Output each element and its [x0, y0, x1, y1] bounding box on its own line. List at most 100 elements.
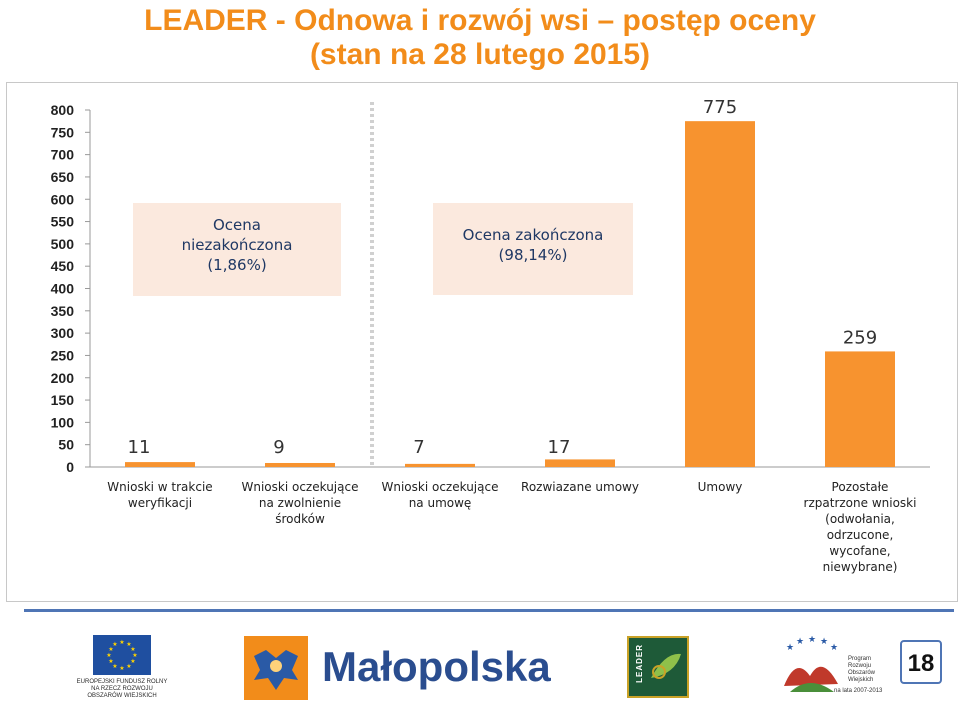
- x-tick-label-line: Wnioski w trakcie: [107, 480, 213, 494]
- eagle-emblem-icon: [254, 650, 298, 690]
- bar-2: [405, 463, 475, 467]
- y-tick-label: 800: [51, 102, 75, 118]
- x-tick-label-2: Wnioski oczekujące na umowę: [365, 479, 515, 511]
- y-tick-label: 50: [58, 437, 74, 453]
- prow-line3: Obszarów: [848, 670, 876, 676]
- x-tick-label-line: rzpatrzone wnioski: [803, 496, 917, 510]
- group-label-incomplete: Ocena niezakończona (1,86%): [133, 203, 341, 296]
- y-tick-label: 0: [66, 459, 74, 475]
- bar-5: [825, 351, 895, 467]
- x-tick-label-line: niewybrane): [822, 560, 898, 574]
- page-number: 18: [900, 640, 942, 684]
- svg-text:★: ★: [108, 646, 113, 653]
- data-label-2: 7: [413, 437, 424, 458]
- y-tick-label: 650: [51, 169, 75, 185]
- x-tick-label-line: (odwołania,: [825, 512, 895, 526]
- data-label-4: 775: [703, 97, 737, 118]
- group-label-complete: Ocena zakończona (98,14%): [433, 203, 633, 295]
- y-tick-label: 450: [51, 258, 75, 274]
- eu-fund-line1: EUROPEJSKI FUNDUSZ ROLNY: [76, 679, 168, 685]
- y-tick-label: 150: [51, 392, 75, 408]
- group-label-complete-line2: (98,14%): [498, 246, 568, 264]
- svg-text:★: ★: [112, 641, 117, 648]
- x-tick-label-line: Umowy: [697, 480, 743, 494]
- svg-text:★: ★: [786, 643, 794, 653]
- leaf-icon: [651, 653, 681, 679]
- x-tick-label-5: Pozostałe rzpatrzone wnioski (odwołania, od…: [785, 479, 935, 575]
- x-tick-label-line: Wnioski oczekujące: [381, 480, 499, 494]
- x-tick-label-3: Rozwiazane umowy: [505, 479, 655, 495]
- x-tick-label-line: wycofane,: [829, 544, 891, 558]
- y-tick-label: 300: [51, 325, 75, 341]
- svg-text:★: ★: [132, 652, 137, 659]
- data-labels: 11 9 7 17 775 259: [128, 97, 878, 458]
- x-tick-label-line: na zwolnienie: [258, 496, 342, 510]
- title-line-2: (stan na 28 lutego 2015): [309, 38, 651, 71]
- bars: [125, 121, 895, 467]
- eu-logo: ★ ★ ★ ★ ★ ★ ★ ★ ★ ★ ★ ★: [93, 635, 151, 675]
- x-tick-label-line: środków: [275, 512, 325, 526]
- footer-divider: [24, 609, 954, 612]
- y-tick-label: 700: [51, 147, 75, 163]
- y-tick-label: 600: [51, 191, 75, 207]
- svg-text:★: ★: [830, 643, 838, 653]
- eu-flag-icon: ★ ★★★ ★★★★ ★★★★: [93, 635, 151, 675]
- y-tick-label: 350: [51, 303, 75, 319]
- prow-line1: Program: [848, 656, 872, 662]
- y-axis: 0 50 100 150 200 250 300 350 400 450 500 550 600 650 7…: [51, 102, 930, 475]
- data-label-5: 259: [843, 327, 877, 348]
- x-tick-label-line: odrzucone,: [826, 528, 894, 542]
- y-tick-label: 400: [51, 281, 75, 297]
- x-tick-label-line: Pozostałe: [831, 480, 889, 494]
- prow-line4: Wiejskich: [848, 677, 874, 683]
- eu-fund-line3: OBSZARÓW WIEJSKICH: [87, 693, 157, 699]
- svg-text:★: ★: [112, 663, 117, 670]
- bar-4: [685, 121, 755, 467]
- eu-fund-text: EUROPEJSKI FUNDUSZ ROLNY NA RZECZ ROZWOJ…: [70, 679, 174, 700]
- svg-text:★: ★: [119, 639, 124, 646]
- y-tick-label: 500: [51, 236, 75, 252]
- data-label-3: 17: [548, 437, 571, 458]
- x-tick-label-line: Rozwiazane umowy: [521, 480, 639, 494]
- prow-line2: Rozwoju: [848, 663, 872, 669]
- prow-emblem-icon: ★★ ★ ★★: [784, 635, 838, 692]
- group-label-incomplete-line2: niezakończona: [181, 236, 293, 254]
- malopolska-wordmark: Małopolska: [322, 643, 551, 690]
- group-label-complete-line1: Ocena zakończona: [462, 226, 604, 244]
- leader-logo: LEADER: [627, 636, 689, 698]
- data-label-0: 11: [128, 437, 151, 458]
- y-tick-label: 250: [51, 347, 75, 363]
- svg-text:★: ★: [808, 636, 816, 645]
- bar-3: [545, 459, 615, 467]
- malopolska-emblem: [244, 636, 308, 700]
- svg-text:★: ★: [130, 658, 135, 665]
- eu-fund-line2: NA RZECZ ROZWOJU: [91, 686, 153, 692]
- x-tick-label-line: Wnioski oczekujące: [241, 480, 359, 494]
- chart-frame: [6, 82, 958, 602]
- svg-text:★: ★: [106, 652, 111, 659]
- x-tick-label-4: Umowy: [645, 479, 795, 495]
- prow-text: Program Rozwoju Obszarów Wiejskich: [848, 656, 875, 684]
- bar-1: [265, 462, 335, 467]
- x-tick-label-line: na umowę: [408, 496, 472, 510]
- svg-text:★: ★: [108, 658, 113, 665]
- title-line-1: LEADER - Odnowa i rozwój wsi – postęp oc…: [144, 4, 816, 37]
- prow-years: na lata 2007-2013: [834, 688, 883, 694]
- y-tick-label: 550: [51, 214, 75, 230]
- data-label-1: 9: [273, 437, 284, 458]
- svg-text:★: ★: [119, 665, 124, 672]
- y-tick-label: 200: [51, 370, 75, 386]
- bar-0: [125, 462, 195, 467]
- group-label-incomplete-line3: (1,86%): [207, 256, 267, 274]
- svg-text:★: ★: [796, 637, 804, 647]
- leader-logo-text: LEADER: [635, 644, 644, 683]
- group-label-incomplete-line1: Ocena: [213, 216, 261, 234]
- x-tick-label-0: Wnioski w trakcie weryfikacji: [85, 479, 235, 511]
- x-tick-label-1: Wnioski oczekujące na zwolnienie środków: [225, 479, 375, 527]
- svg-text:★: ★: [130, 646, 135, 653]
- x-tick-label-line: weryfikacji: [127, 496, 193, 510]
- svg-text:★: ★: [820, 637, 828, 647]
- y-tick-label: 100: [51, 414, 75, 430]
- svg-text:★: ★: [126, 641, 131, 648]
